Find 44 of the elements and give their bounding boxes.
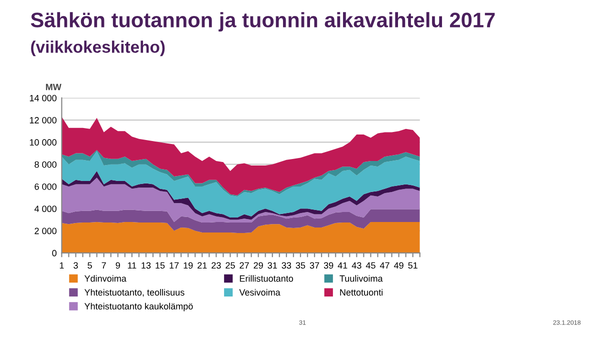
x-tick-label: 39: [324, 262, 334, 269]
chart-title: Sähkön tuotannon ja tuonnin aikavaihtelu 2017: [30, 12, 495, 32]
y-tick-label: 14 000: [30, 94, 56, 102]
x-tick-label: 29: [254, 262, 263, 269]
x-tick-label: 3: [74, 262, 78, 269]
x-tick-label: 9: [116, 262, 120, 269]
x-tick-label: 1: [60, 262, 64, 269]
x-tick-label: 5: [88, 262, 92, 269]
legend-label: Vesivoima: [239, 288, 280, 296]
legend-label: Ydinvoima: [84, 275, 126, 282]
x-tick-label: 7: [102, 262, 106, 269]
y-tick-label: 8 000: [34, 161, 56, 168]
x-tick-label: 23: [212, 262, 221, 269]
legend-label: Erillistuotanto: [240, 275, 294, 282]
x-tick-label: 21: [198, 262, 207, 269]
legend-label: Tuulivoima: [340, 275, 383, 282]
x-tick-label: 37: [310, 262, 320, 269]
x-tick-label: 27: [240, 262, 249, 269]
x-tick-label: 33: [282, 262, 292, 269]
y-tick-label: 12 000: [30, 117, 56, 124]
x-tick-label: 31: [268, 262, 277, 269]
x-tick-label: 51: [408, 262, 418, 269]
x-tick-label: 25: [226, 262, 235, 269]
x-tick-label: 19: [184, 262, 193, 269]
x-tick-label: 17: [170, 262, 179, 269]
x-tick-label: 43: [352, 262, 362, 269]
chart-subtitle: (viikkokeskiteho): [31, 40, 165, 56]
y-tick-label: 2 000: [34, 228, 56, 234]
legend-label: Nettotuonti: [340, 288, 383, 296]
y-tick-label: 6 000: [34, 183, 56, 190]
legend-label: Yhteistuotanto, teollisuus: [84, 288, 184, 297]
x-tick-label: 45: [366, 262, 376, 269]
y-axis-title: MW: [46, 84, 62, 90]
y-tick-label: 0: [52, 250, 56, 256]
x-tick-label: 35: [296, 262, 306, 269]
x-tick-label: 13: [142, 262, 151, 269]
y-tick-label: 4 000: [34, 206, 56, 212]
x-tick-label: 15: [156, 262, 165, 269]
x-tick-label: 47: [380, 262, 390, 269]
x-tick-label: 11: [128, 262, 136, 269]
x-tick-label: 41: [338, 262, 348, 269]
legend-label: Yhteistuotanto kaukolämpö: [84, 302, 193, 312]
y-tick-label: 10 000: [30, 139, 56, 146]
x-tick-label: 49: [394, 262, 404, 269]
